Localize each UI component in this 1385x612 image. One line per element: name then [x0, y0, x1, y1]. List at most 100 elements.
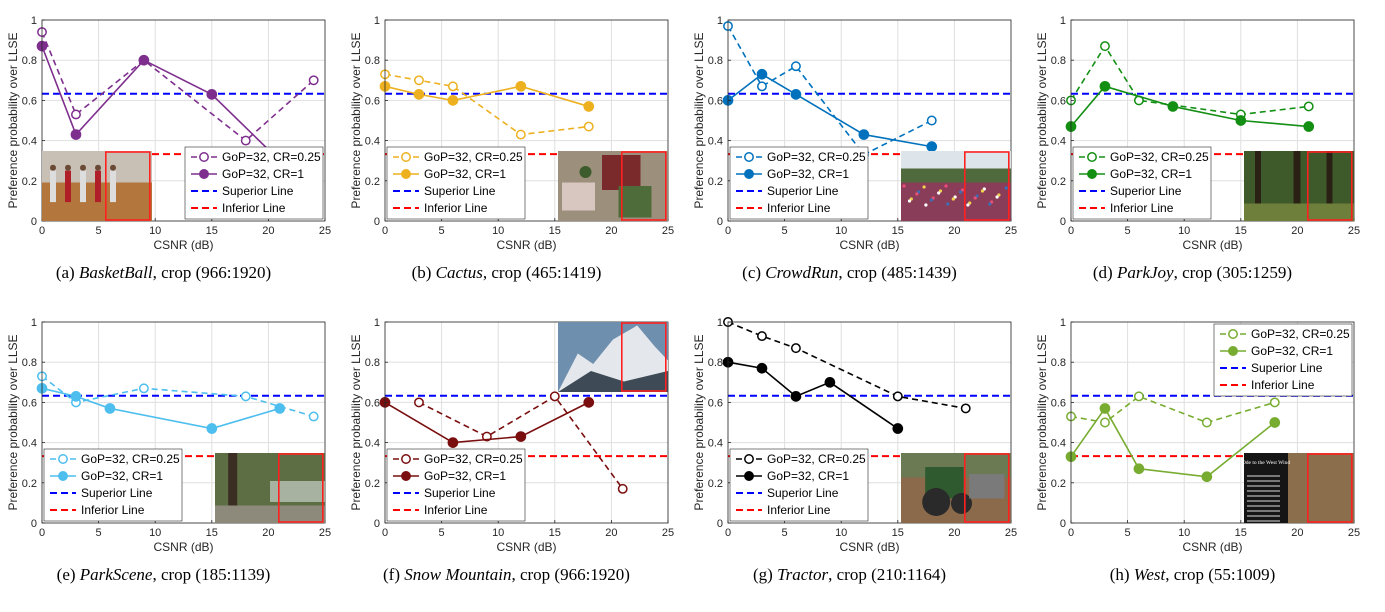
x-tick-label: 25: [319, 527, 331, 539]
x-axis-label: CSNR (dB): [496, 540, 556, 554]
caption: (g) Tractor, crop (210:1164): [753, 565, 946, 584]
y-tick-label: 0.4: [22, 438, 37, 450]
crop-box: [620, 151, 667, 221]
caption-prefix: (b): [412, 263, 436, 282]
caption-prefix: (h): [1110, 565, 1134, 584]
y-tick-label: 0.8: [365, 357, 380, 369]
data-point-cr-0.25: [960, 403, 971, 414]
legend-label: GoP=32, CR=1: [767, 469, 849, 483]
data-point-cr-0.25: [1201, 417, 1212, 428]
y-tick-label: 0.4: [22, 136, 37, 148]
y-axis-label: Preference probability over LLSE: [1035, 334, 1049, 510]
series-line-cr-0.25: [418, 395, 624, 490]
x-tick-label: 25: [662, 225, 674, 237]
x-tick-label: 15: [549, 527, 561, 539]
caption-suffix: , crop (485:1439): [838, 263, 957, 282]
data-point-cr-1: [447, 437, 459, 448]
caption-prefix: (a): [56, 263, 79, 282]
legend-label: GoP=32, CR=0.25: [424, 150, 523, 164]
x-axis-label: CSNR (dB): [153, 540, 213, 554]
caption-name: CrowdRun: [765, 263, 838, 282]
caption-suffix: , crop (185:1139): [152, 565, 270, 584]
crop-box: [620, 322, 667, 392]
caption: (c) CrowdRun, crop (485:1439): [742, 263, 957, 282]
x-tick-label: 25: [1348, 527, 1360, 539]
y-tick-label: 0.4: [708, 438, 723, 450]
x-tick-label: 10: [1178, 225, 1190, 237]
y-tick-label: 0.4: [365, 438, 380, 450]
series-line-cr-0.25: [1070, 395, 1275, 424]
legend-label: GoP=32, CR=1: [1251, 344, 1333, 358]
x-tick-label: 20: [262, 527, 274, 539]
x-tick-label: 5: [439, 527, 445, 539]
y-tick-label: 0.8: [1051, 357, 1066, 369]
y-tick-label: 0.6: [1051, 95, 1066, 107]
data-point-cr-0.25: [790, 343, 801, 354]
caption-suffix: , crop (966:1920): [153, 263, 272, 282]
axes-box: [384, 321, 669, 524]
chart-panel-8: 0 5 10 15 20 25 0 0.2 0.4 0.6 0.8 1 CSNR (dB) Prefere…: [1035, 317, 1360, 584]
data-point-cr-0.25: [240, 135, 251, 146]
y-tick-label: 1: [1060, 15, 1066, 27]
legend: GoP=32, CR=0.25 GoP=32, CR=1 Superior Line…: [43, 448, 183, 522]
x-tick-label: 10: [149, 225, 161, 237]
legend-marker: [199, 169, 209, 179]
y-axis-label: Preference probability over LLSE: [6, 334, 20, 510]
legend-label: GoP=32, CR=0.25: [1110, 150, 1209, 164]
x-tick-label: 5: [782, 225, 788, 237]
x-axis-label: CSNR (dB): [496, 238, 556, 252]
data-point-cr-0.25: [308, 75, 319, 86]
data-point-cr-1: [1099, 80, 1111, 92]
x-tick-label: 5: [96, 225, 102, 237]
data-point-cr-0.25: [515, 129, 526, 140]
data-point-cr-1: [858, 129, 870, 140]
y-tick-label: 0.2: [22, 176, 37, 188]
data-point-cr-0.25: [71, 109, 81, 120]
legend-marker: [1087, 169, 1097, 179]
x-axis-label: CSNR (dB): [839, 238, 899, 252]
x-tick-label: 20: [1291, 527, 1303, 539]
data-point-cr-0.25: [308, 411, 319, 422]
data-point-cr-1: [206, 89, 218, 100]
caption-suffix: , crop (966:1920): [511, 565, 630, 584]
legend-label: Superior Line: [1110, 184, 1182, 198]
y-tick-label: 0: [31, 216, 37, 228]
x-tick-label: 15: [206, 225, 218, 237]
chart-panel-6: 0 5 10 15 20 25 0 0.2 0.4 0.6 0.8 1 CSNR (dB) Prefere…: [349, 317, 674, 584]
data-point-cr-0.25: [790, 61, 801, 72]
legend-marker: [58, 454, 68, 464]
x-tick-label: 0: [725, 225, 731, 237]
data-point-cr-0.25: [447, 81, 458, 92]
x-tick-label: 10: [492, 527, 504, 539]
data-point-cr-1: [413, 89, 425, 100]
thumbnail-image: [558, 322, 668, 392]
chart-panel-7: 0 5 10 15 20 25 0 0.2 0.4 0.6 0.8 1 CSNR (dB) Prefere…: [692, 317, 1017, 584]
y-axis-label: Preference probability over LLSE: [692, 334, 706, 510]
caption: (h) West, crop (55:1009): [1110, 565, 1276, 584]
x-tick-label: 5: [96, 527, 102, 539]
y-tick-label: 0.8: [708, 55, 723, 67]
legend-label: GoP=32, CR=1: [424, 469, 506, 483]
x-tick-label: 15: [549, 225, 561, 237]
y-tick-label: 0.8: [22, 357, 37, 369]
legend-label: Superior Line: [81, 486, 153, 500]
y-tick-label: 0: [717, 518, 723, 530]
legend-marker: [401, 454, 411, 464]
y-tick-label: 1: [31, 15, 37, 27]
caption-prefix: (g): [753, 565, 777, 584]
data-point-cr-1: [274, 403, 286, 414]
legend-label: Inferior Line: [1251, 378, 1315, 392]
crop-box: [105, 151, 151, 221]
y-tick-label: 0.4: [365, 136, 380, 148]
caption-name: BasketBall: [79, 263, 153, 282]
legend-label: GoP=32, CR=1: [1110, 167, 1192, 181]
data-point-cr-0.25: [757, 81, 767, 92]
data-point-cr-0.25: [1133, 391, 1144, 402]
legend-label: Superior Line: [767, 184, 839, 198]
x-tick-label: 25: [1005, 225, 1017, 237]
series-line-cr-0.25: [727, 25, 933, 156]
x-tick-label: 10: [492, 225, 504, 237]
x-tick-label: 0: [725, 527, 731, 539]
